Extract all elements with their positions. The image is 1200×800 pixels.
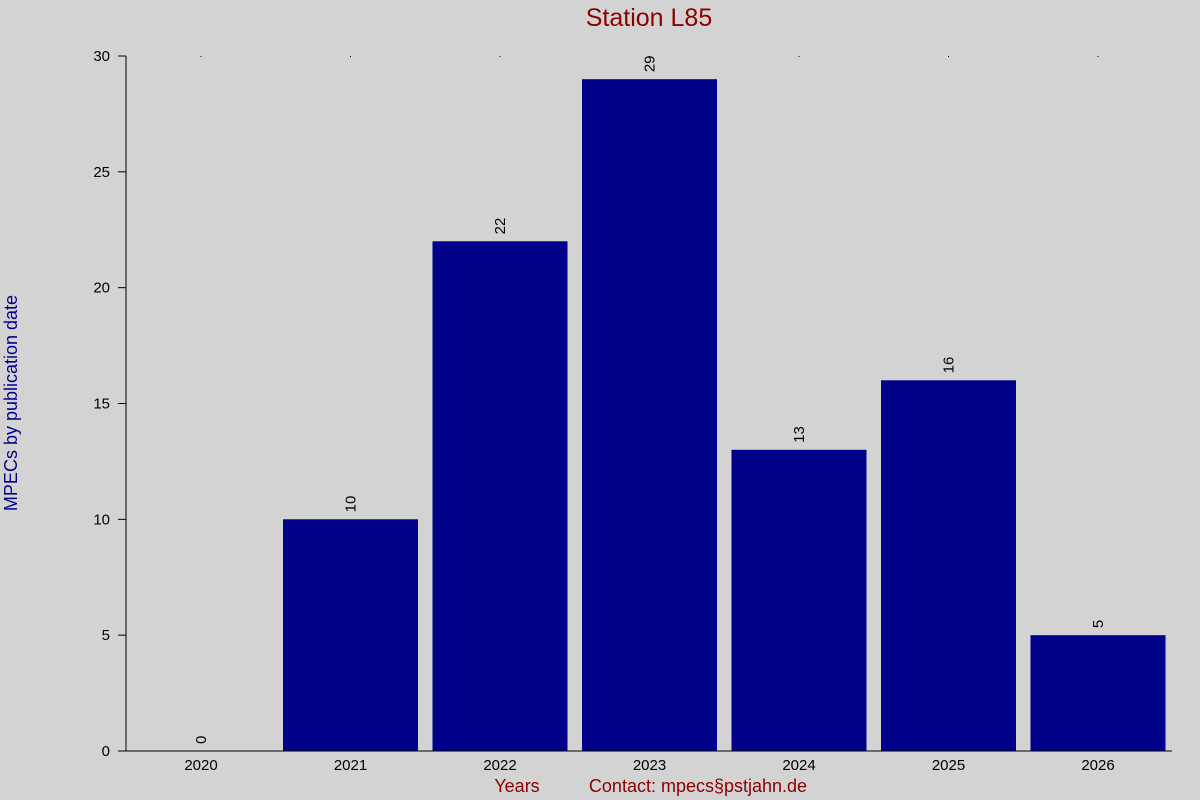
x-tick-label-2023: 2023 <box>633 757 666 774</box>
bar-2022 <box>432 241 568 752</box>
y-tick-label-20: 20 <box>93 280 110 297</box>
bar-2024 <box>731 449 867 751</box>
y-tick-label-0: 0 <box>102 743 110 760</box>
y-tick-label-25: 25 <box>93 164 110 181</box>
x-tick-label-2024: 2024 <box>782 757 815 774</box>
x-tick-label-2022: 2022 <box>483 757 516 774</box>
x-axis-label: Years <box>494 776 539 796</box>
bars-layer <box>283 79 1166 752</box>
data-labels-layer: 0 10 22 29 13 16 5 <box>193 55 1107 744</box>
y-tick-label-15: 15 <box>93 396 110 413</box>
contact-footer: Contact: mpecs§pstjahn.de <box>589 776 807 796</box>
bar-2023 <box>582 79 717 751</box>
data-label-2021: 10 <box>343 496 360 513</box>
y-axis-label: MPECs by publication date <box>1 295 21 511</box>
bar-2021 <box>283 519 418 751</box>
x-tick-label-2021: 2021 <box>334 757 367 774</box>
x-tick-label-2025: 2025 <box>932 757 965 774</box>
y-tick-label-5: 5 <box>102 627 110 644</box>
y-tick-label-10: 10 <box>93 511 110 528</box>
bar-2025 <box>881 380 1016 751</box>
data-label-2020: 0 <box>193 736 210 744</box>
chart-title: Station L85 <box>586 4 713 32</box>
x-tick-label-2026: 2026 <box>1081 757 1114 774</box>
data-label-2022: 22 <box>492 218 509 235</box>
bar-2026 <box>1030 635 1166 751</box>
data-label-2024: 13 <box>791 426 808 443</box>
data-label-2023: 29 <box>642 55 659 72</box>
x-tick-label-2020: 2020 <box>184 757 217 774</box>
y-tick-label-30: 30 <box>93 48 110 65</box>
data-label-2026: 5 <box>1090 620 1107 628</box>
data-label-2025: 16 <box>941 357 958 374</box>
